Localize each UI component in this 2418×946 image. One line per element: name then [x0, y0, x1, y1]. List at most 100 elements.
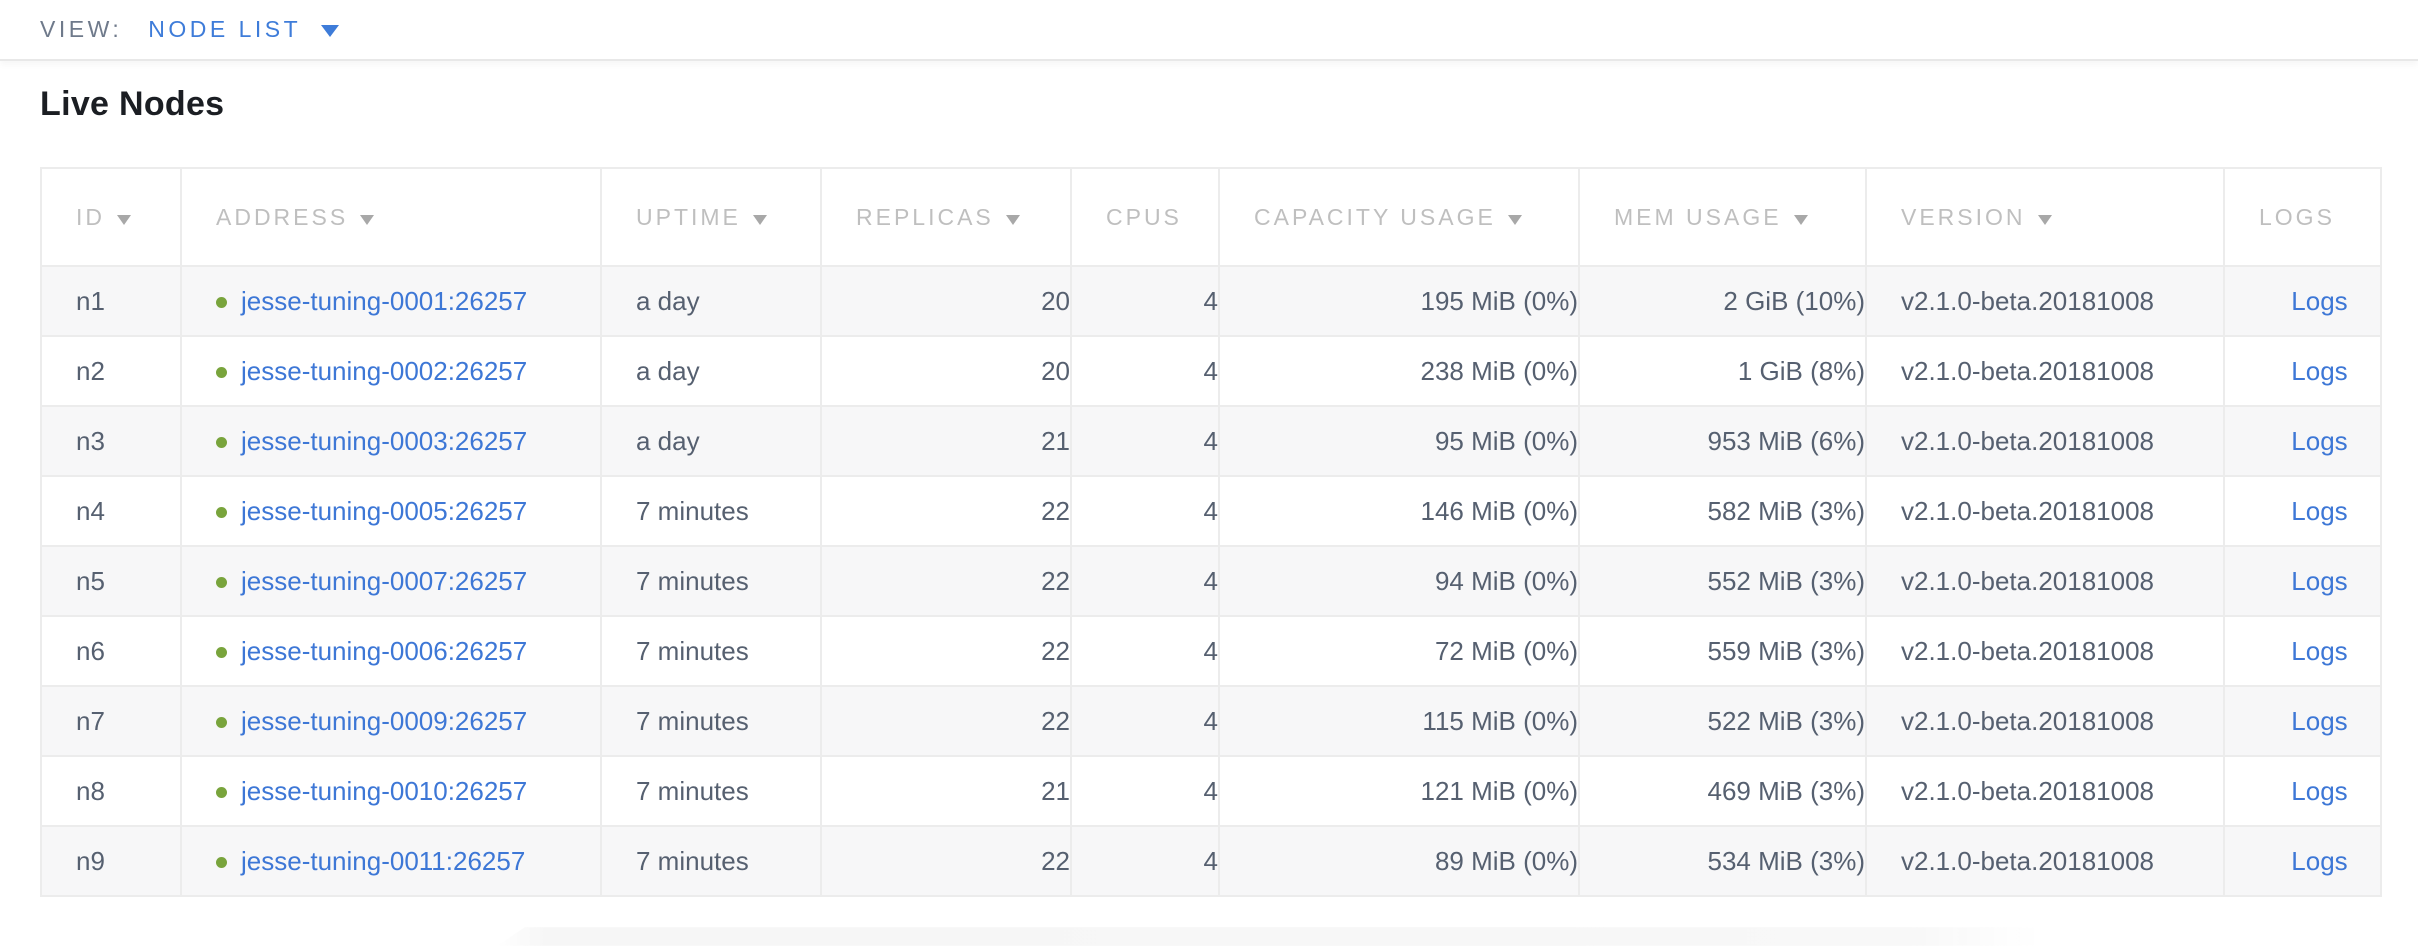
- cell-cpus: 4: [1070, 615, 1220, 687]
- cell-capacity: 195 MiB (0%): [1218, 265, 1580, 337]
- logs-link[interactable]: Logs: [2291, 775, 2348, 806]
- node-healthy-icon: [216, 786, 227, 798]
- cell-version: v2.1.0-beta.20181008: [1865, 825, 2225, 897]
- cell-capacity: 95 MiB (0%): [1218, 405, 1580, 477]
- chevron-down-icon: [321, 25, 340, 37]
- cell-mem: 1 GiB (8%): [1578, 335, 1867, 407]
- node-healthy-icon: [216, 506, 227, 518]
- sort-arrow-icon: [2037, 214, 2052, 225]
- table-header-row: ID ADDRESS UPTIME REPLICAS CPUS CAPACITY USAG…: [40, 167, 2382, 267]
- column-header-capacity[interactable]: CAPACITY USAGE: [1218, 167, 1580, 267]
- view-label: VIEW:: [40, 16, 123, 42]
- cell-logs: Logs: [2223, 545, 2382, 617]
- cell-capacity: 89 MiB (0%): [1218, 825, 1580, 897]
- cell-logs: Logs: [2223, 405, 2382, 477]
- cell-id: n1: [40, 265, 182, 337]
- cell-uptime: 7 minutes: [600, 475, 822, 547]
- node-address-link[interactable]: jesse-tuning-0005:26257: [241, 495, 528, 526]
- node-healthy-icon: [216, 296, 227, 308]
- cell-address: jesse-tuning-0006:26257: [180, 615, 602, 687]
- column-header-replicas[interactable]: REPLICAS: [820, 167, 1072, 267]
- view-selector[interactable]: NODE LIST: [148, 16, 340, 43]
- sort-arrow-icon: [117, 214, 131, 225]
- node-row: n7 jesse-tuning-0009:26257 7 minutes 22 4 115…: [40, 685, 2382, 757]
- node-address-link[interactable]: jesse-tuning-0011:26257: [241, 845, 526, 876]
- logs-link[interactable]: Logs: [2291, 635, 2348, 666]
- logs-link[interactable]: Logs: [2291, 495, 2348, 526]
- cell-version: v2.1.0-beta.20181008: [1865, 405, 2225, 477]
- column-header-cpus: CPUS: [1070, 167, 1220, 267]
- column-header-address[interactable]: ADDRESS: [180, 167, 602, 267]
- node-healthy-icon: [216, 716, 227, 728]
- cell-id: n5: [40, 545, 182, 617]
- logs-link[interactable]: Logs: [2291, 355, 2348, 386]
- node-address-link[interactable]: jesse-tuning-0007:26257: [241, 565, 528, 596]
- cell-version: v2.1.0-beta.20181008: [1865, 685, 2225, 757]
- cell-replicas: 22: [820, 615, 1072, 687]
- node-address-link[interactable]: jesse-tuning-0001:26257: [241, 285, 528, 316]
- cell-mem: 534 MiB (3%): [1578, 825, 1867, 897]
- logs-link[interactable]: Logs: [2291, 285, 2348, 316]
- node-address-link[interactable]: jesse-tuning-0010:26257: [241, 775, 528, 806]
- column-header-label: MEM USAGE: [1614, 203, 1782, 230]
- node-row: n8 jesse-tuning-0010:26257 7 minutes 21 4 121…: [40, 755, 2382, 827]
- node-address-link[interactable]: jesse-tuning-0009:26257: [241, 705, 528, 736]
- cell-cpus: 4: [1070, 825, 1220, 897]
- cell-replicas: 20: [820, 265, 1072, 337]
- cell-mem: 522 MiB (3%): [1578, 685, 1867, 757]
- node-address-link[interactable]: jesse-tuning-0003:26257: [241, 425, 528, 456]
- cell-id: n4: [40, 475, 182, 547]
- column-header-mem[interactable]: MEM USAGE: [1578, 167, 1867, 267]
- cell-address: jesse-tuning-0005:26257: [180, 475, 602, 547]
- cell-address: jesse-tuning-0001:26257: [180, 265, 602, 337]
- cell-logs: Logs: [2223, 755, 2382, 827]
- column-header-label: REPLICAS: [856, 203, 994, 230]
- node-row: n1 jesse-tuning-0001:26257 a day 20 4 195 MiB…: [40, 265, 2382, 337]
- cell-mem: 559 MiB (3%): [1578, 615, 1867, 687]
- column-header-label: CAPACITY USAGE: [1254, 203, 1496, 230]
- cell-uptime: a day: [600, 335, 822, 407]
- column-header-id[interactable]: ID: [40, 167, 182, 267]
- cell-logs: Logs: [2223, 335, 2382, 407]
- live-nodes-table: ID ADDRESS UPTIME REPLICAS CPUS CAPACITY USAG…: [40, 167, 2382, 897]
- cell-uptime: 7 minutes: [600, 755, 822, 827]
- cell-logs: Logs: [2223, 825, 2382, 897]
- node-healthy-icon: [216, 646, 227, 658]
- cell-uptime: 7 minutes: [600, 685, 822, 757]
- cell-version: v2.1.0-beta.20181008: [1865, 265, 2225, 337]
- cell-id: n9: [40, 825, 182, 897]
- cell-uptime: 7 minutes: [600, 825, 822, 897]
- logs-link[interactable]: Logs: [2291, 845, 2348, 876]
- node-healthy-icon: [216, 366, 227, 378]
- cell-replicas: 22: [820, 825, 1072, 897]
- node-row: n6 jesse-tuning-0006:26257 7 minutes 22 4 72 …: [40, 615, 2382, 687]
- cell-cpus: 4: [1070, 265, 1220, 337]
- cell-uptime: 7 minutes: [600, 545, 822, 617]
- cell-version: v2.1.0-beta.20181008: [1865, 755, 2225, 827]
- column-header-label: ADDRESS: [216, 203, 349, 230]
- column-header-label: UPTIME: [636, 203, 741, 230]
- cell-address: jesse-tuning-0007:26257: [180, 545, 602, 617]
- sort-arrow-icon: [1793, 214, 1808, 225]
- node-row: n4 jesse-tuning-0005:26257 7 minutes 22 4 146…: [40, 475, 2382, 547]
- column-header-version[interactable]: VERSION: [1865, 167, 2225, 267]
- node-address-link[interactable]: jesse-tuning-0002:26257: [241, 355, 528, 386]
- logs-link[interactable]: Logs: [2291, 565, 2348, 596]
- cell-id: n6: [40, 615, 182, 687]
- logs-link[interactable]: Logs: [2291, 425, 2348, 456]
- node-row: n2 jesse-tuning-0002:26257 a day 20 4 238 MiB…: [40, 335, 2382, 407]
- cell-address: jesse-tuning-0002:26257: [180, 335, 602, 407]
- cell-uptime: a day: [600, 265, 822, 337]
- node-healthy-icon: [216, 436, 227, 448]
- column-header-logs: LOGS: [2223, 167, 2382, 267]
- cell-address: jesse-tuning-0003:26257: [180, 405, 602, 477]
- page-title: Live Nodes: [40, 85, 225, 123]
- column-header-uptime[interactable]: UPTIME: [600, 167, 822, 267]
- logs-link[interactable]: Logs: [2291, 705, 2348, 736]
- cell-cpus: 4: [1070, 335, 1220, 407]
- cell-replicas: 21: [820, 755, 1072, 827]
- node-row: n5 jesse-tuning-0007:26257 7 minutes 22 4 94 …: [40, 545, 2382, 617]
- view-selector-value: NODE LIST: [148, 16, 302, 42]
- node-address-link[interactable]: jesse-tuning-0006:26257: [241, 635, 528, 666]
- column-header-label: LOGS: [2259, 203, 2335, 230]
